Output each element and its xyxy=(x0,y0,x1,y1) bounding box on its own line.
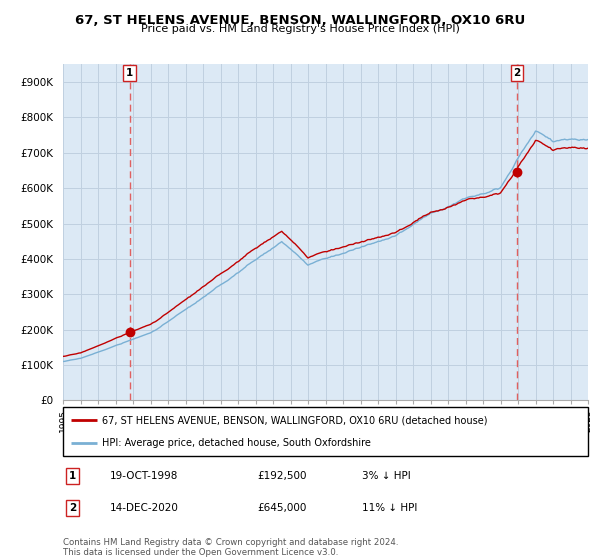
Text: 2: 2 xyxy=(69,503,76,514)
Text: 1: 1 xyxy=(69,471,76,481)
Text: 2: 2 xyxy=(514,68,521,78)
Text: HPI: Average price, detached house, South Oxfordshire: HPI: Average price, detached house, Sout… xyxy=(103,438,371,448)
Text: 67, ST HELENS AVENUE, BENSON, WALLINGFORD, OX10 6RU (detached house): 67, ST HELENS AVENUE, BENSON, WALLINGFOR… xyxy=(103,416,488,426)
Text: £192,500: £192,500 xyxy=(257,471,307,481)
Text: 11% ↓ HPI: 11% ↓ HPI xyxy=(362,503,418,514)
FancyBboxPatch shape xyxy=(63,407,588,456)
Text: 14-DEC-2020: 14-DEC-2020 xyxy=(110,503,179,514)
Text: Price paid vs. HM Land Registry's House Price Index (HPI): Price paid vs. HM Land Registry's House … xyxy=(140,24,460,34)
Text: £645,000: £645,000 xyxy=(257,503,307,514)
Text: 19-OCT-1998: 19-OCT-1998 xyxy=(110,471,179,481)
Text: 67, ST HELENS AVENUE, BENSON, WALLINGFORD, OX10 6RU: 67, ST HELENS AVENUE, BENSON, WALLINGFOR… xyxy=(75,14,525,27)
Text: 3% ↓ HPI: 3% ↓ HPI xyxy=(362,471,411,481)
Text: Contains HM Land Registry data © Crown copyright and database right 2024.
This d: Contains HM Land Registry data © Crown c… xyxy=(63,538,398,557)
Point xyxy=(512,168,522,177)
Text: 1: 1 xyxy=(126,68,133,78)
Point xyxy=(125,328,134,337)
